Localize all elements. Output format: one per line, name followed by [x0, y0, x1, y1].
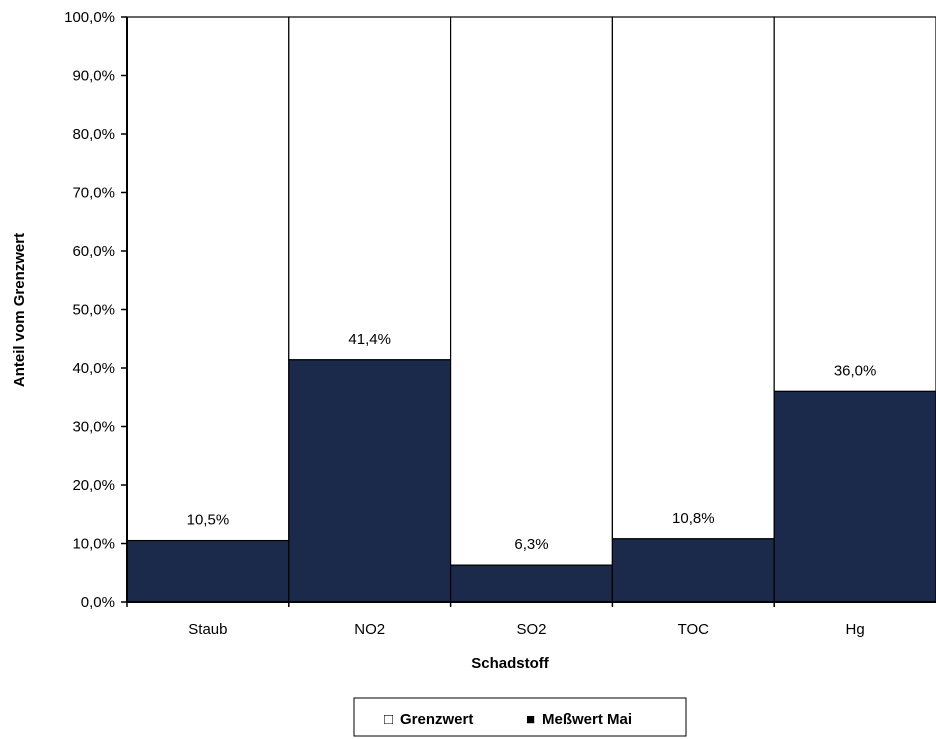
y-tick-label-9: 90,0%: [72, 68, 115, 85]
x-axis: Staub NO2 SO2 TOC Hg: [126, 601, 936, 638]
data-label-2: 6,3%: [514, 536, 548, 553]
bar-grenzwert-0: [126, 16, 290, 542]
bar-messwert-4: [773, 390, 936, 603]
data-labels-layer: 10,5% 41,4% 6,3% 10,8% 36,0%: [187, 331, 877, 553]
legend-marker-messwert: ■: [526, 711, 535, 728]
legend-box: [353, 697, 687, 737]
bar-grenzwert-3: [611, 16, 775, 540]
bar-grenzwert-4: [773, 16, 936, 392]
x-axis-title: Schadstoff: [471, 655, 550, 672]
y-tick-label-5: 50,0%: [72, 302, 115, 319]
category-label-0: Staub: [188, 621, 227, 638]
y-tick-label-7: 70,0%: [72, 185, 115, 202]
category-label-2: SO2: [516, 621, 546, 638]
bars-layer: [126, 16, 936, 603]
y-tick-label-3: 30,0%: [72, 419, 115, 436]
legend: □ Grenzwert ■ Meßwert Mai: [353, 697, 687, 737]
legend-label-messwert: Meßwert Mai: [542, 711, 632, 728]
category-label-3: TOC: [678, 621, 710, 638]
data-label-4: 36,0%: [834, 362, 877, 379]
y-tick-label-2: 20,0%: [72, 477, 115, 494]
y-tick-label-0: 0,0%: [81, 594, 115, 611]
bar-messwert-3: [611, 538, 775, 603]
data-label-1: 41,4%: [348, 331, 391, 348]
bar-messwert-0: [126, 539, 290, 603]
legend-label-grenzwert: Grenzwert: [400, 711, 473, 728]
legend-marker-grenzwert: □: [384, 711, 393, 728]
data-label-0: 10,5%: [187, 512, 230, 529]
bar-messwert-1: [288, 359, 452, 603]
y-tick-label-8: 80,0%: [72, 126, 115, 143]
y-axis-title: Anteil vom Grenzwert: [11, 233, 28, 387]
data-label-3: 10,8%: [672, 510, 715, 527]
bar-messwert-2: [450, 564, 614, 603]
bar-grenzwert-1: [288, 16, 452, 361]
y-axis: 0,0% 10,0% 20,0% 30,0% 40,0% 50,0% 60,0% 70,0% 8…: [64, 9, 128, 611]
category-label-1: NO2: [354, 621, 385, 638]
y-tick-label-6: 60,0%: [72, 243, 115, 260]
bar-grenzwert-2: [450, 16, 614, 566]
y-tick-label-4: 40,0%: [72, 360, 115, 377]
y-tick-label-1: 10,0%: [72, 536, 115, 553]
category-label-4: Hg: [846, 621, 865, 638]
y-tick-label-10: 100,0%: [64, 9, 115, 26]
